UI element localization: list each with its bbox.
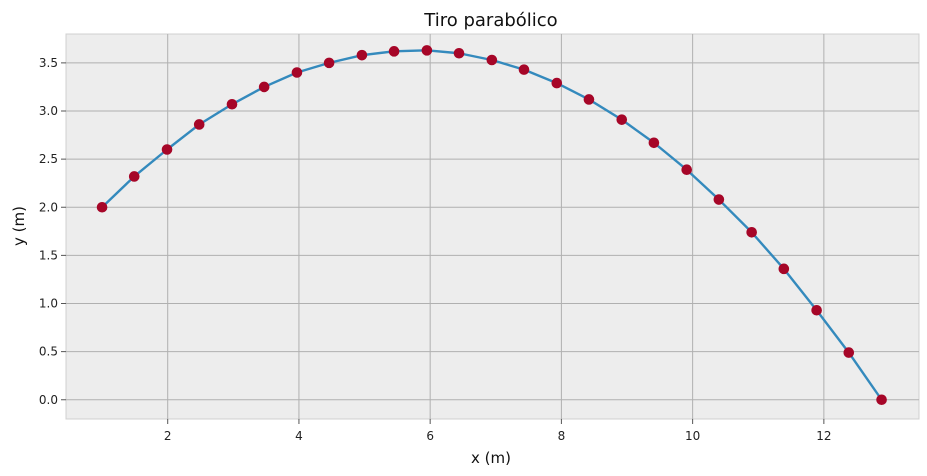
data-point xyxy=(486,54,498,66)
data-point xyxy=(193,119,205,130)
data-point xyxy=(291,67,303,78)
x-tick-label: 6 xyxy=(426,429,434,443)
data-point xyxy=(876,394,887,406)
data-point xyxy=(648,137,660,149)
data-point xyxy=(226,98,238,110)
x-tick-label: 12 xyxy=(816,429,831,443)
x-tick-label: 4 xyxy=(295,429,303,443)
data-point xyxy=(258,81,270,93)
data-point xyxy=(713,194,725,205)
y-tick-label: 3.0 xyxy=(39,104,58,118)
data-point xyxy=(518,64,530,75)
plot-background xyxy=(65,33,920,420)
data-point xyxy=(388,46,400,57)
y-tick-label: 2.5 xyxy=(39,152,58,166)
chart-title: Tiro parabólico xyxy=(423,10,557,31)
series-0 xyxy=(96,45,887,406)
y-tick-label: 1.0 xyxy=(39,297,58,311)
data-point xyxy=(96,201,108,213)
data-point xyxy=(356,49,368,61)
data-point xyxy=(616,114,628,125)
y-axis-title: y (m) xyxy=(10,206,28,246)
data-point xyxy=(811,304,822,316)
data-point xyxy=(453,47,465,59)
data-point xyxy=(323,57,335,69)
data-point xyxy=(746,226,757,238)
x-tick-label: 10 xyxy=(685,429,700,443)
x-ticks: 2 4 6 8 10 12 xyxy=(164,419,831,443)
data-point xyxy=(128,171,140,182)
y-tick-label: 1.5 xyxy=(39,248,58,262)
y-tick-label: 0.0 xyxy=(39,393,58,407)
x-tick-label: 8 xyxy=(558,429,566,443)
y-tick-label: 3.5 xyxy=(39,56,58,70)
series-layer xyxy=(96,45,887,406)
y-ticks: 0.0 0.5 1.0 1.5 2.0 2.5 3.0 3.5 xyxy=(39,56,66,407)
y-tick-label: 2.0 xyxy=(39,200,58,214)
data-point xyxy=(583,94,595,105)
data-point xyxy=(778,263,790,275)
data-point xyxy=(681,164,693,176)
x-axis-title: x (m) xyxy=(471,449,511,467)
x-tick-label: 2 xyxy=(164,429,172,443)
y-tick-label: 0.5 xyxy=(39,345,58,359)
data-point xyxy=(551,77,563,89)
data-point xyxy=(843,347,855,358)
data-point xyxy=(161,144,173,155)
data-point xyxy=(421,45,433,56)
